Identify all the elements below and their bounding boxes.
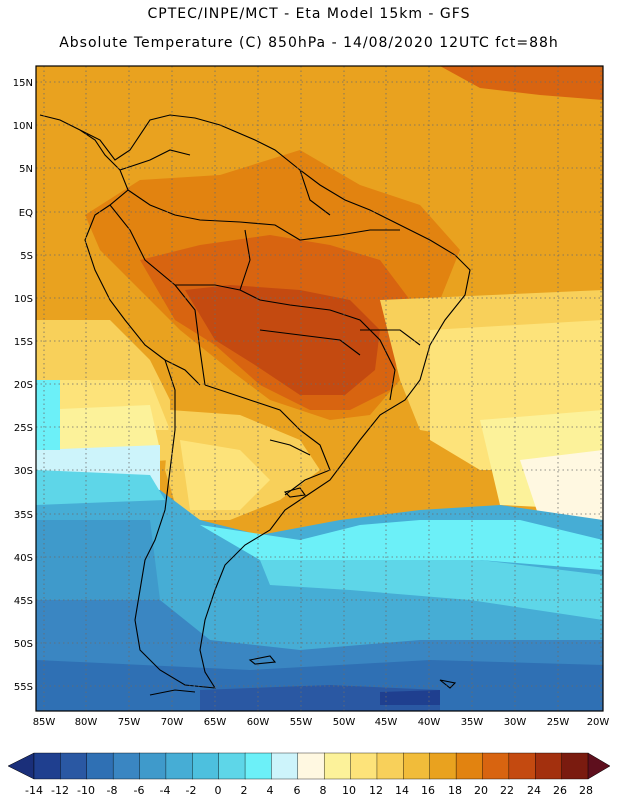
lat-label: 5S [20, 251, 33, 262]
colorbar-label: -12 [51, 784, 69, 797]
colorbar-label: 18 [448, 784, 462, 797]
colorbar-label: 16 [421, 784, 435, 797]
colorbar-label: 22 [500, 784, 514, 797]
lat-label: 30S [14, 466, 33, 477]
lon-label: 70W [161, 717, 184, 728]
map-frame [35, 65, 604, 712]
colorbar: -14 -12 -10 -8 -6 -4 -2 0 2 4 6 8 10 12 … [7, 752, 611, 797]
lat-axis: 15N 10N 5N EQ 5S 10S 15S 20S 25S 30S 35S… [13, 78, 33, 693]
lat-label: 10N [13, 121, 33, 132]
colorbar-label: 6 [294, 784, 301, 797]
coastline-and-borders [39, 114, 471, 696]
colorbar-swatch [508, 752, 536, 780]
lat-label: EQ [19, 208, 33, 219]
lon-label: 50W [333, 717, 356, 728]
colorbar-right-arrow [587, 752, 611, 780]
lat-label: 50S [14, 639, 33, 650]
lon-label: 85W [33, 717, 56, 728]
lon-label: 75W [118, 717, 141, 728]
lon-label: 30W [504, 717, 527, 728]
map-title-field: Absolute Temperature (C) 850hPa - 14/08/… [59, 35, 559, 51]
colorbar-swatch [271, 752, 299, 780]
colorbar-swatch [535, 752, 563, 780]
colorbar-label: 2 [241, 784, 248, 797]
colorbar-label: -4 [160, 784, 171, 797]
colorbar-label: 28 [579, 784, 593, 797]
lat-label: 40S [14, 553, 33, 564]
colorbar-swatch [403, 752, 431, 780]
colorbar-swatch [33, 752, 61, 780]
lat-label: 45S [14, 596, 33, 607]
colorbar-label: 14 [395, 784, 409, 797]
colorbar-swatch [112, 752, 141, 780]
colorbar-swatch [455, 752, 483, 780]
colorbar-swatch [323, 752, 352, 780]
lon-label: 25W [547, 717, 570, 728]
colorbar-left-arrow [7, 752, 35, 780]
colorbar-label: -2 [186, 784, 197, 797]
colorbar-label: 8 [320, 784, 327, 797]
colorbar-swatch [139, 752, 167, 780]
colorbar-swatch [165, 752, 193, 780]
colorbar-label: -6 [134, 784, 145, 797]
lon-axis: 85W 80W 75W 70W 65W 60W 55W 50W 45W 40W … [33, 717, 610, 728]
lat-label: 10S [14, 294, 33, 305]
lat-label: 5N [19, 164, 33, 175]
colorbar-swatch [86, 752, 114, 780]
lon-label: 40W [418, 717, 441, 728]
colorbar-label: 12 [369, 784, 383, 797]
lat-label: 20S [14, 380, 33, 391]
lat-label: 35S [14, 510, 33, 521]
colorbar-label: 4 [267, 784, 274, 797]
colorbar-swatch [561, 752, 589, 780]
lat-label: 55S [14, 682, 33, 693]
lon-label: 65W [204, 717, 227, 728]
temperature-field [36, 66, 603, 711]
colorbar-label: 24 [527, 784, 541, 797]
lon-label: 20W [587, 717, 610, 728]
colorbar-swatch [192, 752, 220, 780]
colorbar-label: 10 [342, 784, 356, 797]
colorbar-label: 26 [553, 784, 567, 797]
lon-label: 35W [461, 717, 484, 728]
lat-label: 15N [13, 78, 33, 89]
colorbar-swatch [350, 752, 378, 780]
lon-label: 45W [375, 717, 398, 728]
lon-label: 55W [290, 717, 313, 728]
colorbar-swatch [297, 752, 325, 780]
colorbar-label: -10 [77, 784, 95, 797]
colorbar-label: 0 [215, 784, 222, 797]
lon-label: 60W [247, 717, 270, 728]
lon-label: 80W [75, 717, 98, 728]
colorbar-label: 20 [474, 784, 488, 797]
lat-label: 15S [14, 337, 33, 348]
colorbar-swatch [482, 752, 510, 780]
colorbar-swatch [376, 752, 404, 780]
graticule [36, 66, 603, 711]
map-title-model: CPTEC/INPE/MCT - Eta Model 15km - GFS [147, 6, 471, 22]
colorbar-label: -14 [25, 784, 43, 797]
lat-label: 25S [14, 423, 33, 434]
colorbar-label: -8 [107, 784, 118, 797]
colorbar-swatch [244, 752, 272, 780]
colorbar-swatch [60, 752, 88, 780]
colorbar-swatch [429, 752, 457, 780]
colorbar-swatch [218, 752, 246, 780]
